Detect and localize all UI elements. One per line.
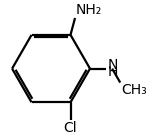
Text: NH₂: NH₂ (76, 3, 102, 17)
Text: CH₃: CH₃ (121, 83, 146, 97)
Text: H: H (107, 65, 118, 79)
Text: Cl: Cl (64, 121, 77, 135)
Text: N: N (107, 58, 118, 72)
